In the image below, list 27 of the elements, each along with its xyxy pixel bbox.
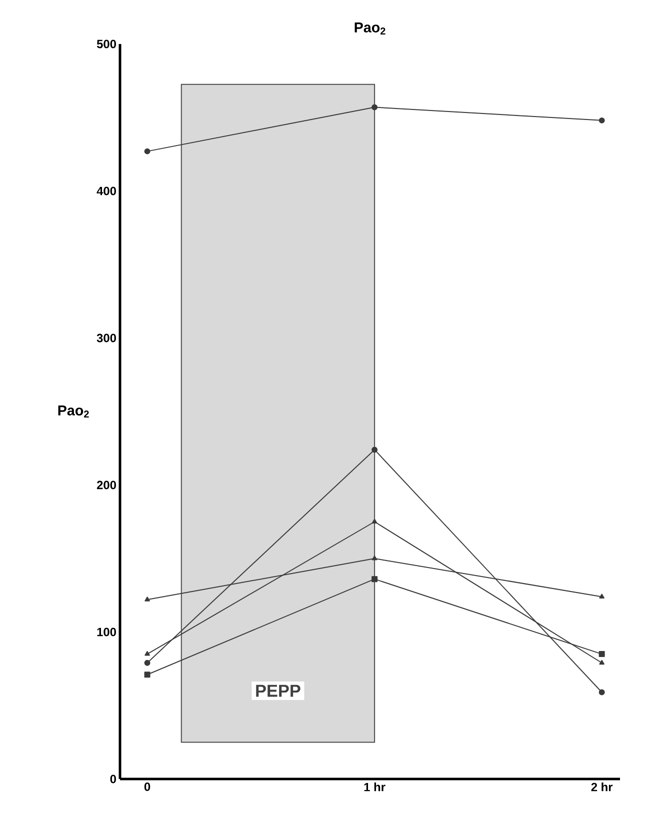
point (372, 576, 378, 582)
x-tick-label: 0 (144, 782, 150, 791)
y-tick-label: 400 (96, 186, 116, 196)
x-tick-label: 2 hr (591, 782, 613, 792)
point (598, 117, 605, 124)
y-tick-label: 0 (110, 774, 116, 784)
chart-title: Pao$_{2}$ (354, 22, 386, 34)
point (372, 104, 378, 110)
point (144, 651, 150, 656)
y-axis-title: Pao$_{2}$ (58, 405, 89, 418)
point (598, 689, 605, 696)
point (372, 556, 378, 560)
y-tick-label: 100 (97, 628, 116, 636)
point (372, 518, 378, 524)
point (599, 660, 604, 665)
point (144, 672, 150, 678)
y-tick-label: 200 (96, 480, 116, 490)
point (144, 596, 150, 602)
band-label: PEPP (256, 684, 300, 697)
point (599, 594, 604, 598)
x-tick-label: 1 hr (364, 782, 386, 792)
point (144, 148, 150, 154)
y-tick-label: 300 (96, 334, 116, 342)
point (372, 446, 378, 453)
point (144, 660, 150, 666)
y-tick-label: 500 (96, 40, 116, 48)
point (598, 651, 605, 658)
